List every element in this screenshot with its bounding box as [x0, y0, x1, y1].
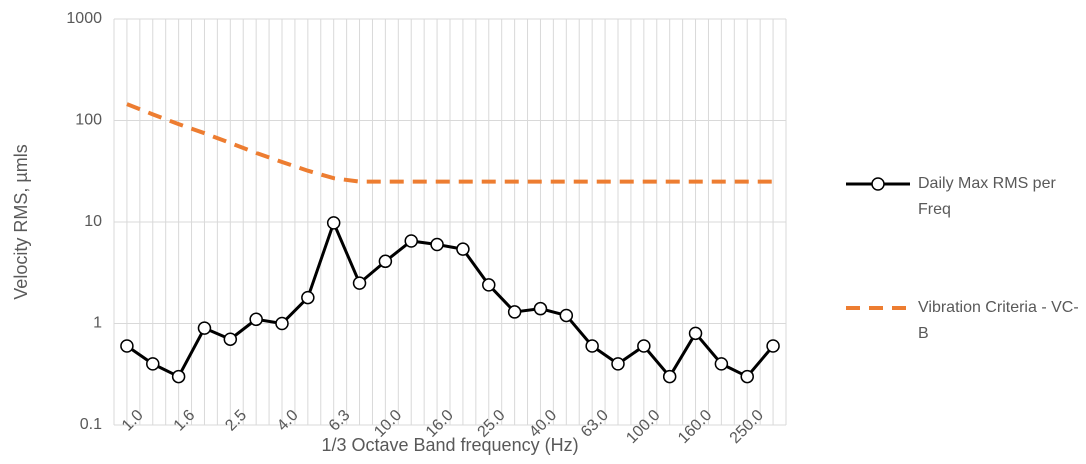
x-tick-label: 6.3 [326, 407, 354, 435]
data-point [146, 357, 160, 371]
y-tick-label: 0.1 [80, 416, 102, 433]
data-point [275, 316, 289, 331]
data-point [456, 242, 470, 256]
series-line [126, 102, 774, 184]
data-point [430, 237, 444, 252]
data-point [223, 332, 238, 346]
data-point [559, 308, 574, 323]
x-tick-label: 1.6 [171, 407, 199, 435]
data-point [326, 216, 341, 230]
y-axis-title: Velocity RMS, µmls [11, 144, 31, 299]
data-point [611, 357, 625, 371]
legend-marker [871, 177, 885, 191]
x-tick-label: 63.0 [578, 407, 612, 441]
y-tick-label: 1000 [66, 10, 102, 27]
x-tick-label: 1.0 [119, 407, 147, 435]
y-tick-label: 100 [75, 112, 102, 129]
x-tick-label: 4.0 [274, 407, 302, 435]
data-point [120, 339, 134, 353]
y-tick-label: 10 [84, 213, 102, 230]
data-point [171, 369, 186, 384]
x-axis-title: 1/3 Octave Band frequency (Hz) [321, 435, 578, 455]
data-point [301, 290, 315, 305]
data-point [714, 357, 729, 371]
data-point [482, 278, 496, 292]
x-tick-label: 2.5 [222, 407, 250, 435]
data-point [662, 369, 677, 384]
data-point [585, 339, 599, 353]
legend-label: Daily Max RMS per Freq [918, 175, 1056, 218]
data-point [766, 339, 780, 353]
data-point [404, 234, 418, 248]
data-point [197, 321, 212, 335]
data-point [249, 312, 263, 327]
data-point [507, 305, 522, 319]
data-point [688, 326, 703, 341]
data-point [352, 276, 367, 290]
data-point [378, 254, 393, 269]
y-tick-label: 1 [93, 315, 102, 332]
legend-label: Vibration Criteria - VC-B [918, 299, 1079, 342]
data-point [533, 301, 548, 316]
data-point [740, 369, 754, 384]
data-point [637, 339, 651, 353]
